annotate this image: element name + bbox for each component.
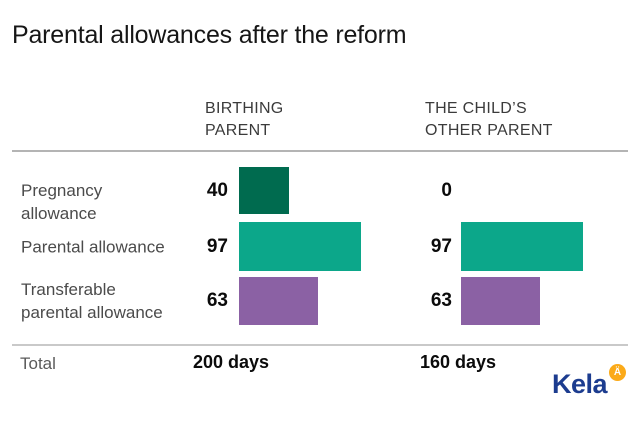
row-label-line: Parental allowance: [21, 237, 165, 256]
bar-birthing-parent: [239, 167, 289, 214]
column-header-line: PARENT: [205, 122, 271, 139]
row-label: Parental allowance: [21, 235, 165, 258]
chart-row-pregnancy-allowance: Pregnancy allowance 40 0: [0, 167, 640, 223]
column-header-other-parent: THE CHILD’S OTHER PARENT: [425, 98, 553, 142]
chart-row-transferable-parental-allowance: Transferable parental allowance 63 63: [0, 277, 640, 325]
kela-symbol-glyph: Ä: [613, 366, 622, 378]
column-header-birthing-parent: BIRTHING PARENT: [205, 98, 284, 142]
column-header-line: THE CHILD’S: [425, 100, 527, 117]
value-other-parent: 0: [441, 179, 452, 201]
total-label: Total: [20, 354, 56, 373]
value-other-parent: 63: [430, 290, 452, 311]
bar-birthing-parent: [239, 222, 361, 271]
row-label-line: allowance: [21, 204, 97, 223]
row-label-line: Pregnancy: [21, 181, 103, 200]
bar-other-parent: [461, 222, 583, 271]
column-header-line: BIRTHING: [205, 100, 284, 117]
total-birthing-parent: 200 days: [193, 352, 270, 372]
row-label: Transferable parental allowance: [21, 278, 163, 324]
kela-symbol-icon: Ä: [609, 364, 626, 381]
kela-wordmark: Kela: [552, 369, 608, 399]
value-birthing-parent: 40: [206, 179, 228, 201]
value-birthing-parent: 97: [206, 235, 228, 257]
chart-row-parental-allowance: Parental allowance 97 97: [0, 222, 640, 271]
row-label-line: Transferable: [21, 280, 116, 299]
divider-top: [12, 150, 628, 152]
total-other-parent: 160 days: [420, 352, 497, 372]
column-header-line: OTHER PARENT: [425, 122, 553, 139]
row-label: Pregnancy allowance: [21, 179, 102, 225]
value-other-parent: 97: [430, 235, 452, 257]
bar-other-parent: [461, 277, 540, 325]
chart-title: Parental allowances after the reform: [12, 21, 407, 49]
divider-bottom: [12, 344, 628, 346]
value-birthing-parent: 63: [206, 290, 228, 311]
kela-logo: Kela Ä: [552, 364, 630, 408]
row-label-line: parental allowance: [21, 303, 163, 322]
bar-birthing-parent: [239, 277, 318, 325]
